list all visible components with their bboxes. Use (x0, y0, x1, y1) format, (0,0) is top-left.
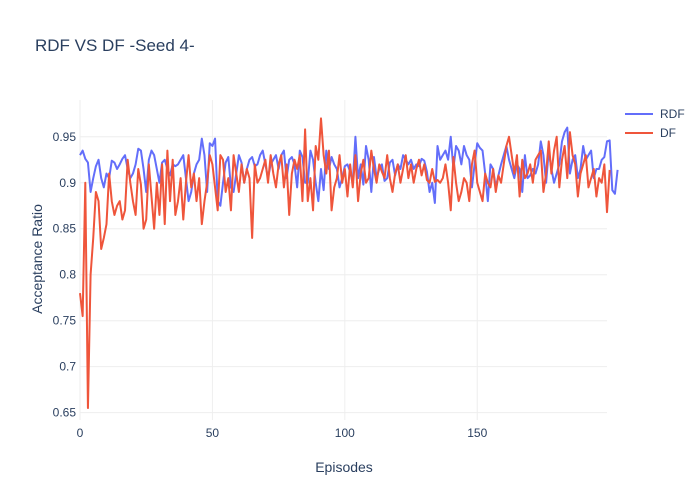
y-axis-title: Acceptance Ratio (29, 204, 45, 314)
x-tick-label: 0 (77, 426, 84, 440)
x-axis-ticks: 0 50 100 150 (77, 426, 488, 440)
y-axis-ticks: 0.65 0.7 0.75 0.8 0.85 0.9 0.95 (53, 130, 77, 420)
series-layer (79, 117, 619, 410)
y-tick-label: 0.85 (53, 222, 77, 236)
legend-label-rdf: RDF (660, 107, 685, 121)
chart-title: RDF VS DF -Seed 4- (35, 36, 195, 55)
y-tick-label: 0.9 (59, 176, 76, 190)
legend-label-df: DF (660, 126, 676, 140)
grid-layer (79, 100, 607, 420)
legend-item-df[interactable]: DF (625, 126, 676, 140)
y-tick-label: 0.7 (59, 360, 76, 374)
x-axis-title: Episodes (315, 459, 373, 475)
x-tick-label: 50 (206, 426, 220, 440)
y-tick-label: 0.65 (53, 406, 77, 420)
x-tick-label: 100 (335, 426, 355, 440)
x-tick-label: 150 (467, 426, 487, 440)
legend-item-rdf[interactable]: RDF (625, 107, 685, 121)
y-tick-label: 0.8 (59, 268, 76, 282)
y-tick-label: 0.75 (53, 314, 77, 328)
series-line-df[interactable] (79, 117, 611, 410)
legend[interactable]: RDF DF (625, 107, 685, 140)
y-tick-label: 0.95 (53, 130, 77, 144)
